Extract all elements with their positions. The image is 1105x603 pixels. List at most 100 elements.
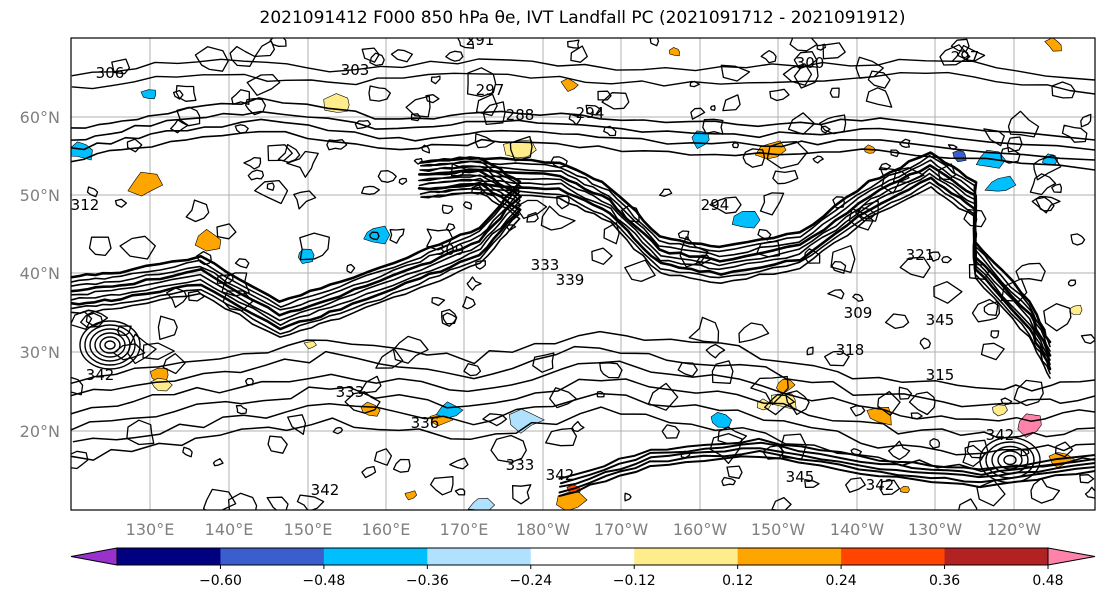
colorbar-segment bbox=[841, 548, 946, 565]
contour-cell bbox=[690, 107, 706, 120]
pc-shade-patch bbox=[303, 341, 317, 350]
lat-tick-label: 20°N bbox=[20, 422, 60, 441]
contour-cell bbox=[571, 420, 585, 433]
contour-cell bbox=[454, 488, 466, 496]
contour-cell bbox=[789, 38, 818, 52]
contour-cell bbox=[570, 45, 588, 63]
contour-cell bbox=[471, 184, 484, 195]
contour-label: 312 bbox=[71, 196, 100, 214]
contour-line bbox=[71, 71, 1095, 95]
contour-line bbox=[558, 437, 1095, 480]
contour-label: 306 bbox=[96, 64, 125, 82]
contour-label: 342 bbox=[866, 476, 895, 494]
colorbar-segment bbox=[220, 548, 325, 565]
contour-label: 297 bbox=[951, 48, 980, 66]
colorbar-tick-label: 0.36 bbox=[929, 573, 960, 589]
contour-cell bbox=[126, 419, 155, 446]
contour-cell bbox=[679, 236, 709, 268]
lon-tick-label: 160°W bbox=[673, 520, 728, 539]
contour-cell bbox=[231, 89, 250, 106]
contour-label: 309 bbox=[844, 304, 873, 322]
contour-cell bbox=[879, 479, 901, 496]
contour-cell bbox=[599, 362, 623, 379]
contour-cell bbox=[832, 196, 845, 209]
contour-cell bbox=[344, 391, 381, 414]
contour-cell bbox=[254, 40, 276, 58]
contour-cell bbox=[722, 94, 741, 112]
contour-cell bbox=[831, 260, 847, 274]
contour-cell bbox=[450, 163, 467, 177]
lat-tick-label: 30°N bbox=[20, 343, 60, 362]
contour-cell bbox=[962, 444, 986, 467]
contour-ring bbox=[89, 328, 131, 362]
contour-label: 294 bbox=[576, 104, 605, 122]
contour-cell bbox=[812, 155, 824, 164]
colorbar-extend-max bbox=[1047, 547, 1096, 566]
contour-cell bbox=[818, 114, 847, 135]
contour-cell bbox=[766, 141, 808, 169]
contour-line bbox=[71, 159, 1051, 352]
contour-cell bbox=[717, 426, 748, 445]
contour-cell bbox=[750, 375, 789, 406]
contour-cell bbox=[222, 290, 254, 312]
contour-cell bbox=[855, 56, 884, 79]
contour-cell bbox=[293, 190, 317, 210]
contour-cell bbox=[545, 427, 578, 447]
pc-shade-patch bbox=[669, 47, 680, 57]
contour-cell bbox=[983, 301, 999, 316]
colorbar-tick-label: −0.48 bbox=[302, 573, 345, 589]
contour-cell bbox=[804, 479, 820, 489]
contour-cell bbox=[246, 73, 281, 96]
pc-shade-patch bbox=[140, 89, 157, 100]
contour-label: 342 bbox=[311, 481, 340, 499]
contour-cell bbox=[1030, 477, 1061, 504]
contour-label: 339 bbox=[556, 271, 585, 289]
contour-line bbox=[71, 330, 1095, 392]
contour-cell bbox=[549, 387, 577, 409]
contour-label: 318 bbox=[836, 341, 865, 359]
contour-cell bbox=[360, 185, 380, 195]
contour-ring bbox=[1003, 454, 1017, 466]
contour-cell bbox=[601, 92, 630, 110]
contour-cell bbox=[585, 104, 602, 116]
contour-cell bbox=[649, 38, 660, 47]
contour-label: 342 bbox=[546, 466, 575, 484]
contour-cell bbox=[726, 465, 743, 479]
contour-cell bbox=[677, 361, 698, 377]
contour-cell bbox=[721, 476, 736, 487]
contour-cell bbox=[1007, 110, 1040, 138]
contour-cell bbox=[429, 476, 454, 496]
map-frame bbox=[70, 37, 1096, 511]
colorbar-segment bbox=[634, 548, 739, 565]
contour-cell bbox=[71, 310, 93, 330]
contour-cell bbox=[688, 316, 720, 344]
contour-cell bbox=[390, 49, 413, 63]
colorbar-segment bbox=[530, 548, 635, 565]
contour-cell bbox=[782, 63, 813, 86]
contour-cell bbox=[245, 97, 267, 116]
contour-cell bbox=[430, 75, 441, 85]
colorbar-segment bbox=[944, 548, 1049, 565]
contour-cell bbox=[603, 125, 617, 137]
contour-cell bbox=[793, 65, 819, 89]
contour-cell bbox=[506, 224, 517, 232]
contour-cell bbox=[326, 139, 348, 151]
contour-cell bbox=[227, 492, 258, 510]
contour-cell bbox=[892, 167, 925, 184]
lon-tick-label: 150°W bbox=[751, 520, 806, 539]
contour-cell bbox=[980, 342, 1005, 361]
contour-label: 321 bbox=[906, 246, 935, 264]
contour-cell bbox=[71, 376, 84, 396]
contour-cell bbox=[88, 236, 112, 257]
contour-cell bbox=[398, 177, 408, 186]
contour-cell bbox=[803, 248, 821, 264]
contour-cell bbox=[1079, 474, 1095, 484]
contour-cell bbox=[849, 405, 866, 417]
contour-cell bbox=[346, 263, 356, 274]
chart-title: 2021091412 F000 850 hPa θe, IVT Landfall… bbox=[259, 8, 906, 28]
contour-cell bbox=[845, 477, 866, 493]
contour-cell bbox=[449, 457, 469, 470]
contour-cell bbox=[709, 196, 742, 214]
contour-cell bbox=[1080, 113, 1092, 128]
